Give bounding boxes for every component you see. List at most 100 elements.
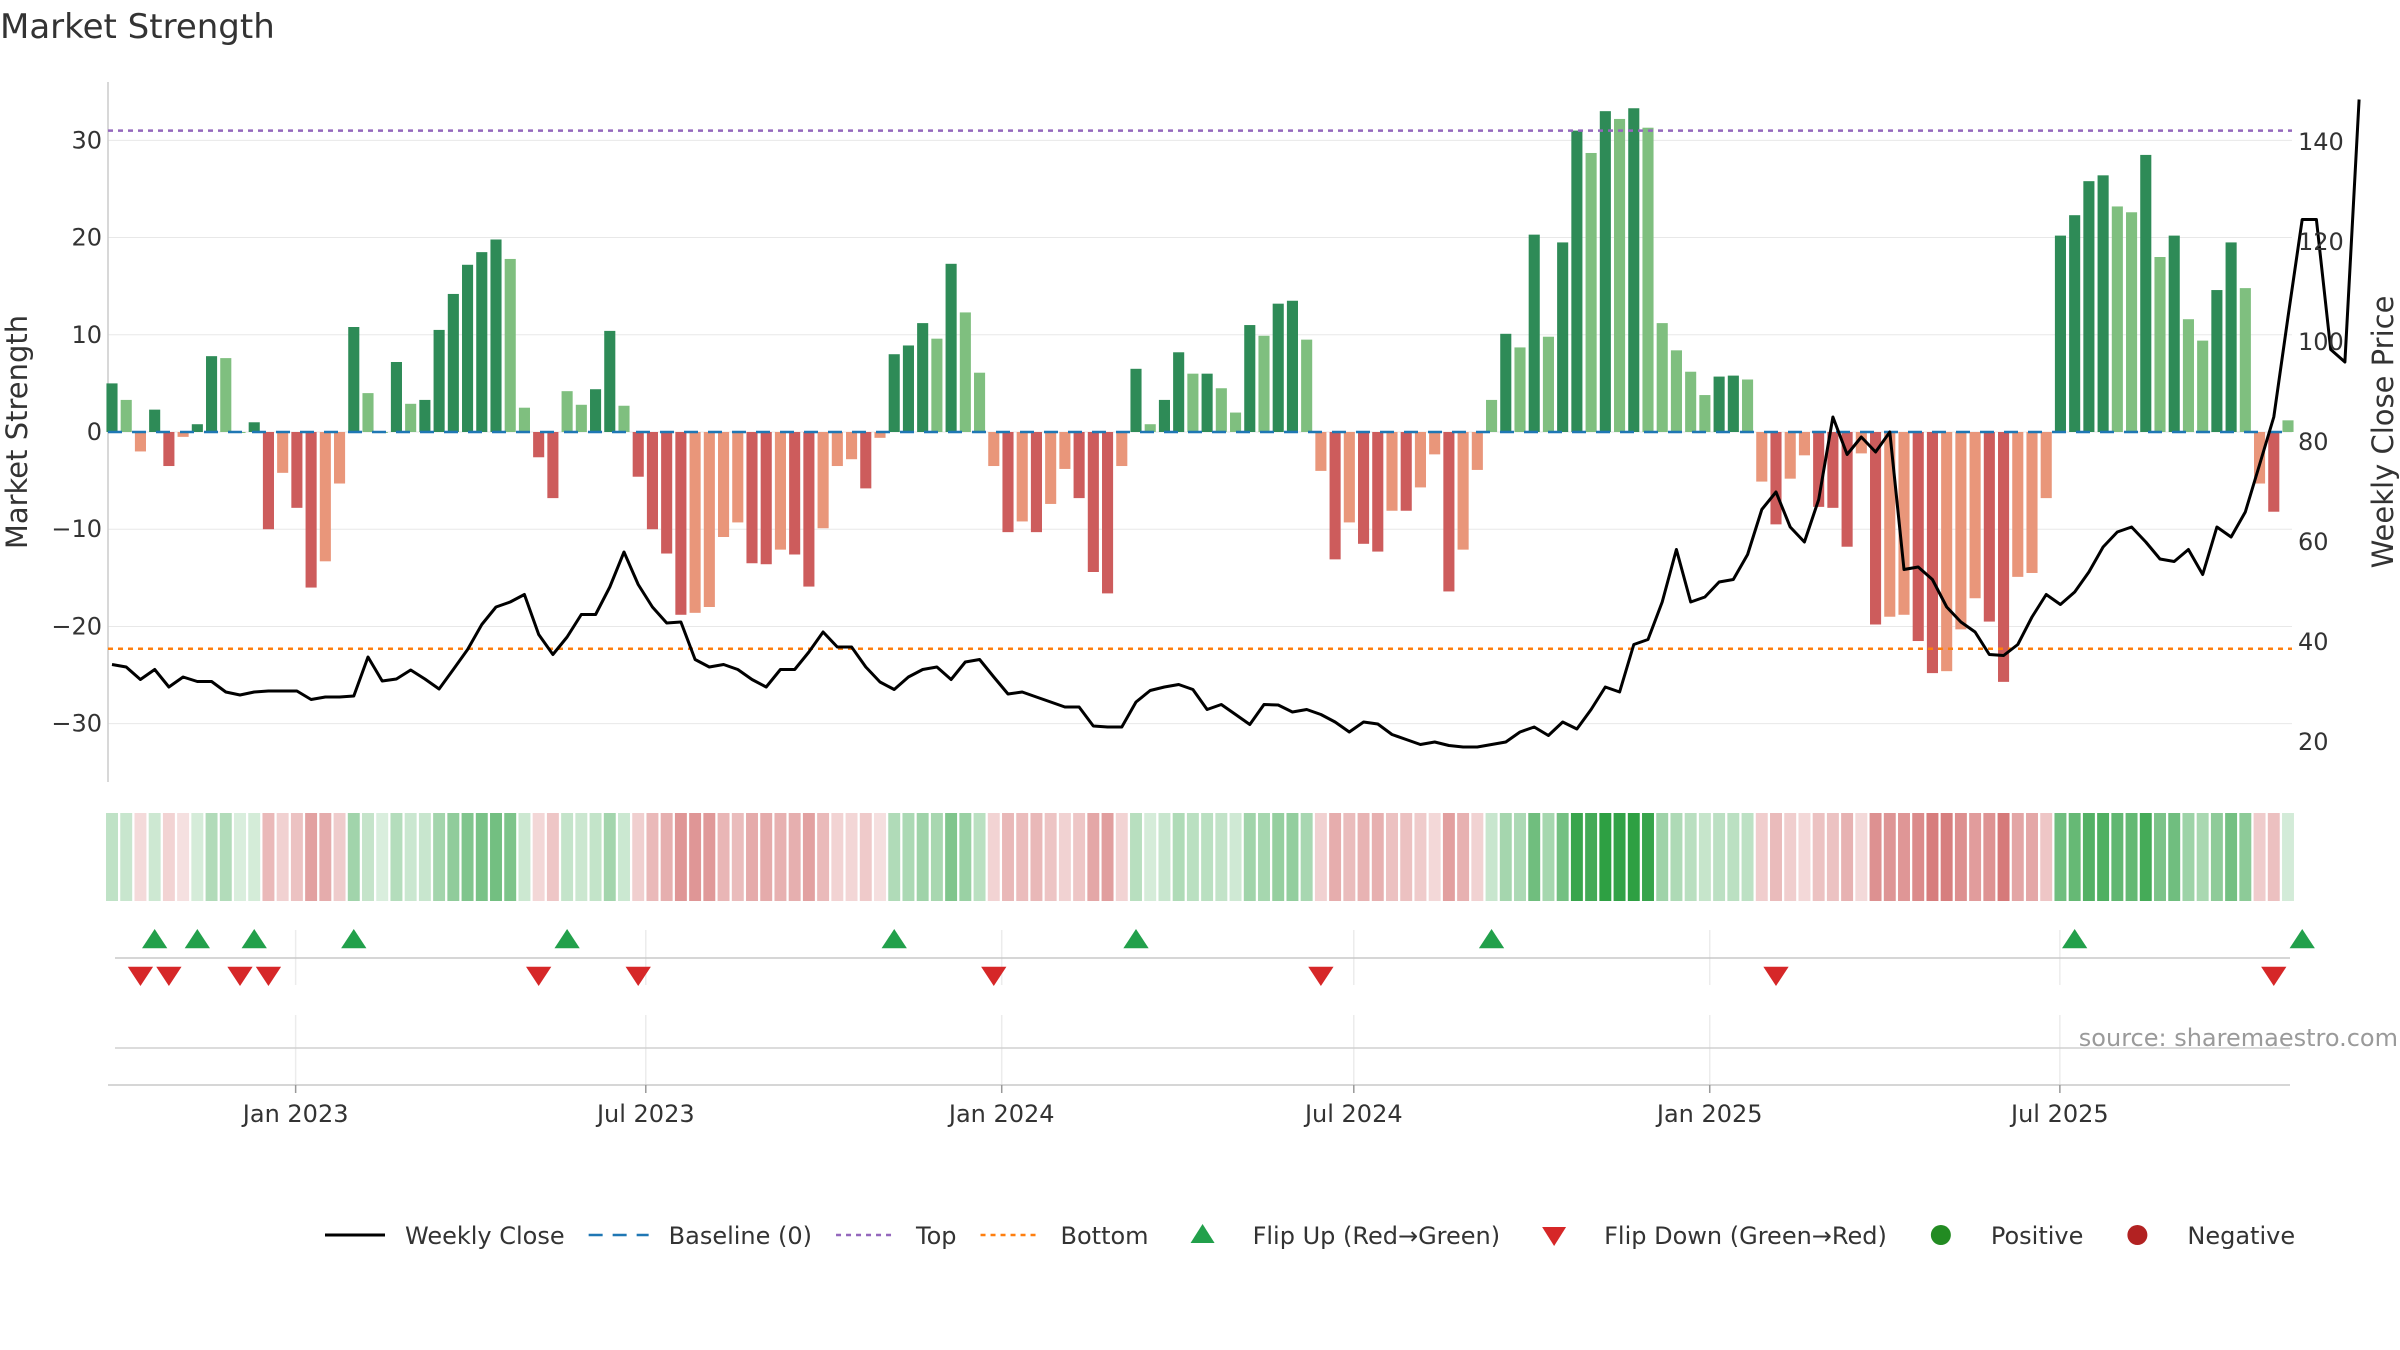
legend-label: Positive xyxy=(1991,1222,2084,1250)
heat-cell xyxy=(2011,813,2024,901)
strength-bar xyxy=(1400,432,1412,511)
heat-cell xyxy=(219,813,232,901)
heat-cell xyxy=(959,813,972,901)
legend-swatch xyxy=(1542,1227,1567,1246)
heat-cell xyxy=(1130,813,1142,901)
strength-bar xyxy=(2054,235,2066,432)
strength-bar xyxy=(1457,432,1469,550)
date-panel-grid xyxy=(294,1015,2061,1085)
strength-bar xyxy=(774,432,786,550)
heat-cell xyxy=(1898,813,1910,901)
heat-cell xyxy=(646,813,659,901)
heat-cell xyxy=(1770,813,1782,901)
heat-cell xyxy=(248,813,261,901)
heat-cell xyxy=(1371,813,1384,901)
y-tick-right: 140 xyxy=(2298,128,2344,156)
strength-bar xyxy=(1585,152,1597,432)
strength-bar xyxy=(248,422,260,432)
strength-bar xyxy=(1429,432,1441,455)
strength-bar xyxy=(1756,432,1768,482)
heat-cell xyxy=(120,813,133,901)
strength-bar xyxy=(1443,432,1455,592)
y-tick-right: 60 xyxy=(2298,528,2329,556)
heat-cell xyxy=(746,813,758,901)
heat-cell xyxy=(1428,813,1441,901)
weekly-close-series xyxy=(111,99,2361,749)
strength-bar xyxy=(945,263,957,432)
heat-cell xyxy=(916,813,929,901)
heat-cell xyxy=(2282,813,2294,901)
strength-bar xyxy=(988,432,1000,467)
strength-bar xyxy=(220,358,232,432)
heat-cell xyxy=(831,813,844,901)
strength-bar xyxy=(1884,432,1896,617)
heat-cell xyxy=(1457,813,1470,901)
heat-cell xyxy=(802,813,815,901)
heat-cell xyxy=(1499,813,1512,901)
heat-cell xyxy=(1158,813,1171,901)
strength-bar xyxy=(1542,336,1554,432)
strength-bar xyxy=(1130,368,1142,432)
heat-cell xyxy=(1286,813,1299,901)
strength-bar xyxy=(1486,399,1498,432)
strength-bar xyxy=(718,432,730,537)
heat-cell xyxy=(1585,813,1598,901)
strength-bar xyxy=(1983,432,1995,622)
strength-bar xyxy=(803,432,815,587)
strength-bar xyxy=(1514,347,1526,432)
strength-bar xyxy=(277,432,289,473)
strength-bar xyxy=(319,432,331,562)
strength-bar xyxy=(2268,432,2280,512)
strength-bar xyxy=(1329,432,1341,560)
heat-cell xyxy=(546,813,559,901)
strength-bar xyxy=(120,399,132,432)
heat-cell xyxy=(148,813,161,901)
heat-cell xyxy=(2111,813,2124,901)
strength-bar xyxy=(703,432,715,607)
heat-cell xyxy=(1997,813,2010,901)
heat-cell xyxy=(1272,813,1285,901)
heat-cell xyxy=(1528,813,1541,901)
strength-bar xyxy=(1656,323,1668,432)
strength-bar xyxy=(1841,432,1853,547)
legend-label: Baseline (0) xyxy=(669,1222,812,1250)
heat-cell xyxy=(404,813,417,901)
legend-item-top: Top xyxy=(836,1222,957,1250)
x-tick-label: Jul 2025 xyxy=(2009,1100,2109,1128)
strength-bar xyxy=(831,432,843,467)
strength-bar xyxy=(1471,432,1483,470)
strength-bar xyxy=(206,356,218,432)
heat-cell xyxy=(589,813,602,901)
strength-bar xyxy=(533,432,545,458)
heat-cell xyxy=(1642,813,1654,901)
heat-cell xyxy=(788,813,801,901)
strength-bar xyxy=(618,405,630,432)
strength-bar xyxy=(291,432,303,508)
heat-cell xyxy=(418,813,431,901)
left-y-axis: 30 20 10 0 −10 −20 −30 xyxy=(51,126,102,737)
strength-bar xyxy=(1742,379,1754,432)
heat-cell xyxy=(2097,813,2110,901)
heat-cell xyxy=(1684,813,1697,901)
y-tick-left: −30 xyxy=(51,710,102,738)
heat-cell xyxy=(1258,813,1270,901)
heat-cell xyxy=(1542,813,1555,901)
strength-bar xyxy=(2282,420,2294,432)
x-axis: Jan 2023 Jul 2023 Jan 2024 Jul 2024 Jan 2025… xyxy=(241,1085,2109,1128)
heat-cell xyxy=(518,813,531,901)
flip-down-marker xyxy=(2261,966,2287,986)
heat-cell xyxy=(888,813,901,901)
strength-bar xyxy=(1870,432,1882,625)
strength-bar xyxy=(1215,388,1227,432)
heat-cell xyxy=(1883,813,1896,901)
flip-up-marker xyxy=(1478,929,1505,949)
x-tick-label: Jan 2024 xyxy=(947,1100,1055,1128)
heat-cell xyxy=(1599,813,1612,901)
heat-cell xyxy=(319,813,332,901)
strength-bar xyxy=(902,345,914,432)
flip-down-marker xyxy=(526,966,552,986)
strength-bar xyxy=(1941,432,1953,672)
heat-cell xyxy=(1514,813,1526,901)
heat-cell xyxy=(234,813,246,901)
heat-cell xyxy=(276,813,289,901)
